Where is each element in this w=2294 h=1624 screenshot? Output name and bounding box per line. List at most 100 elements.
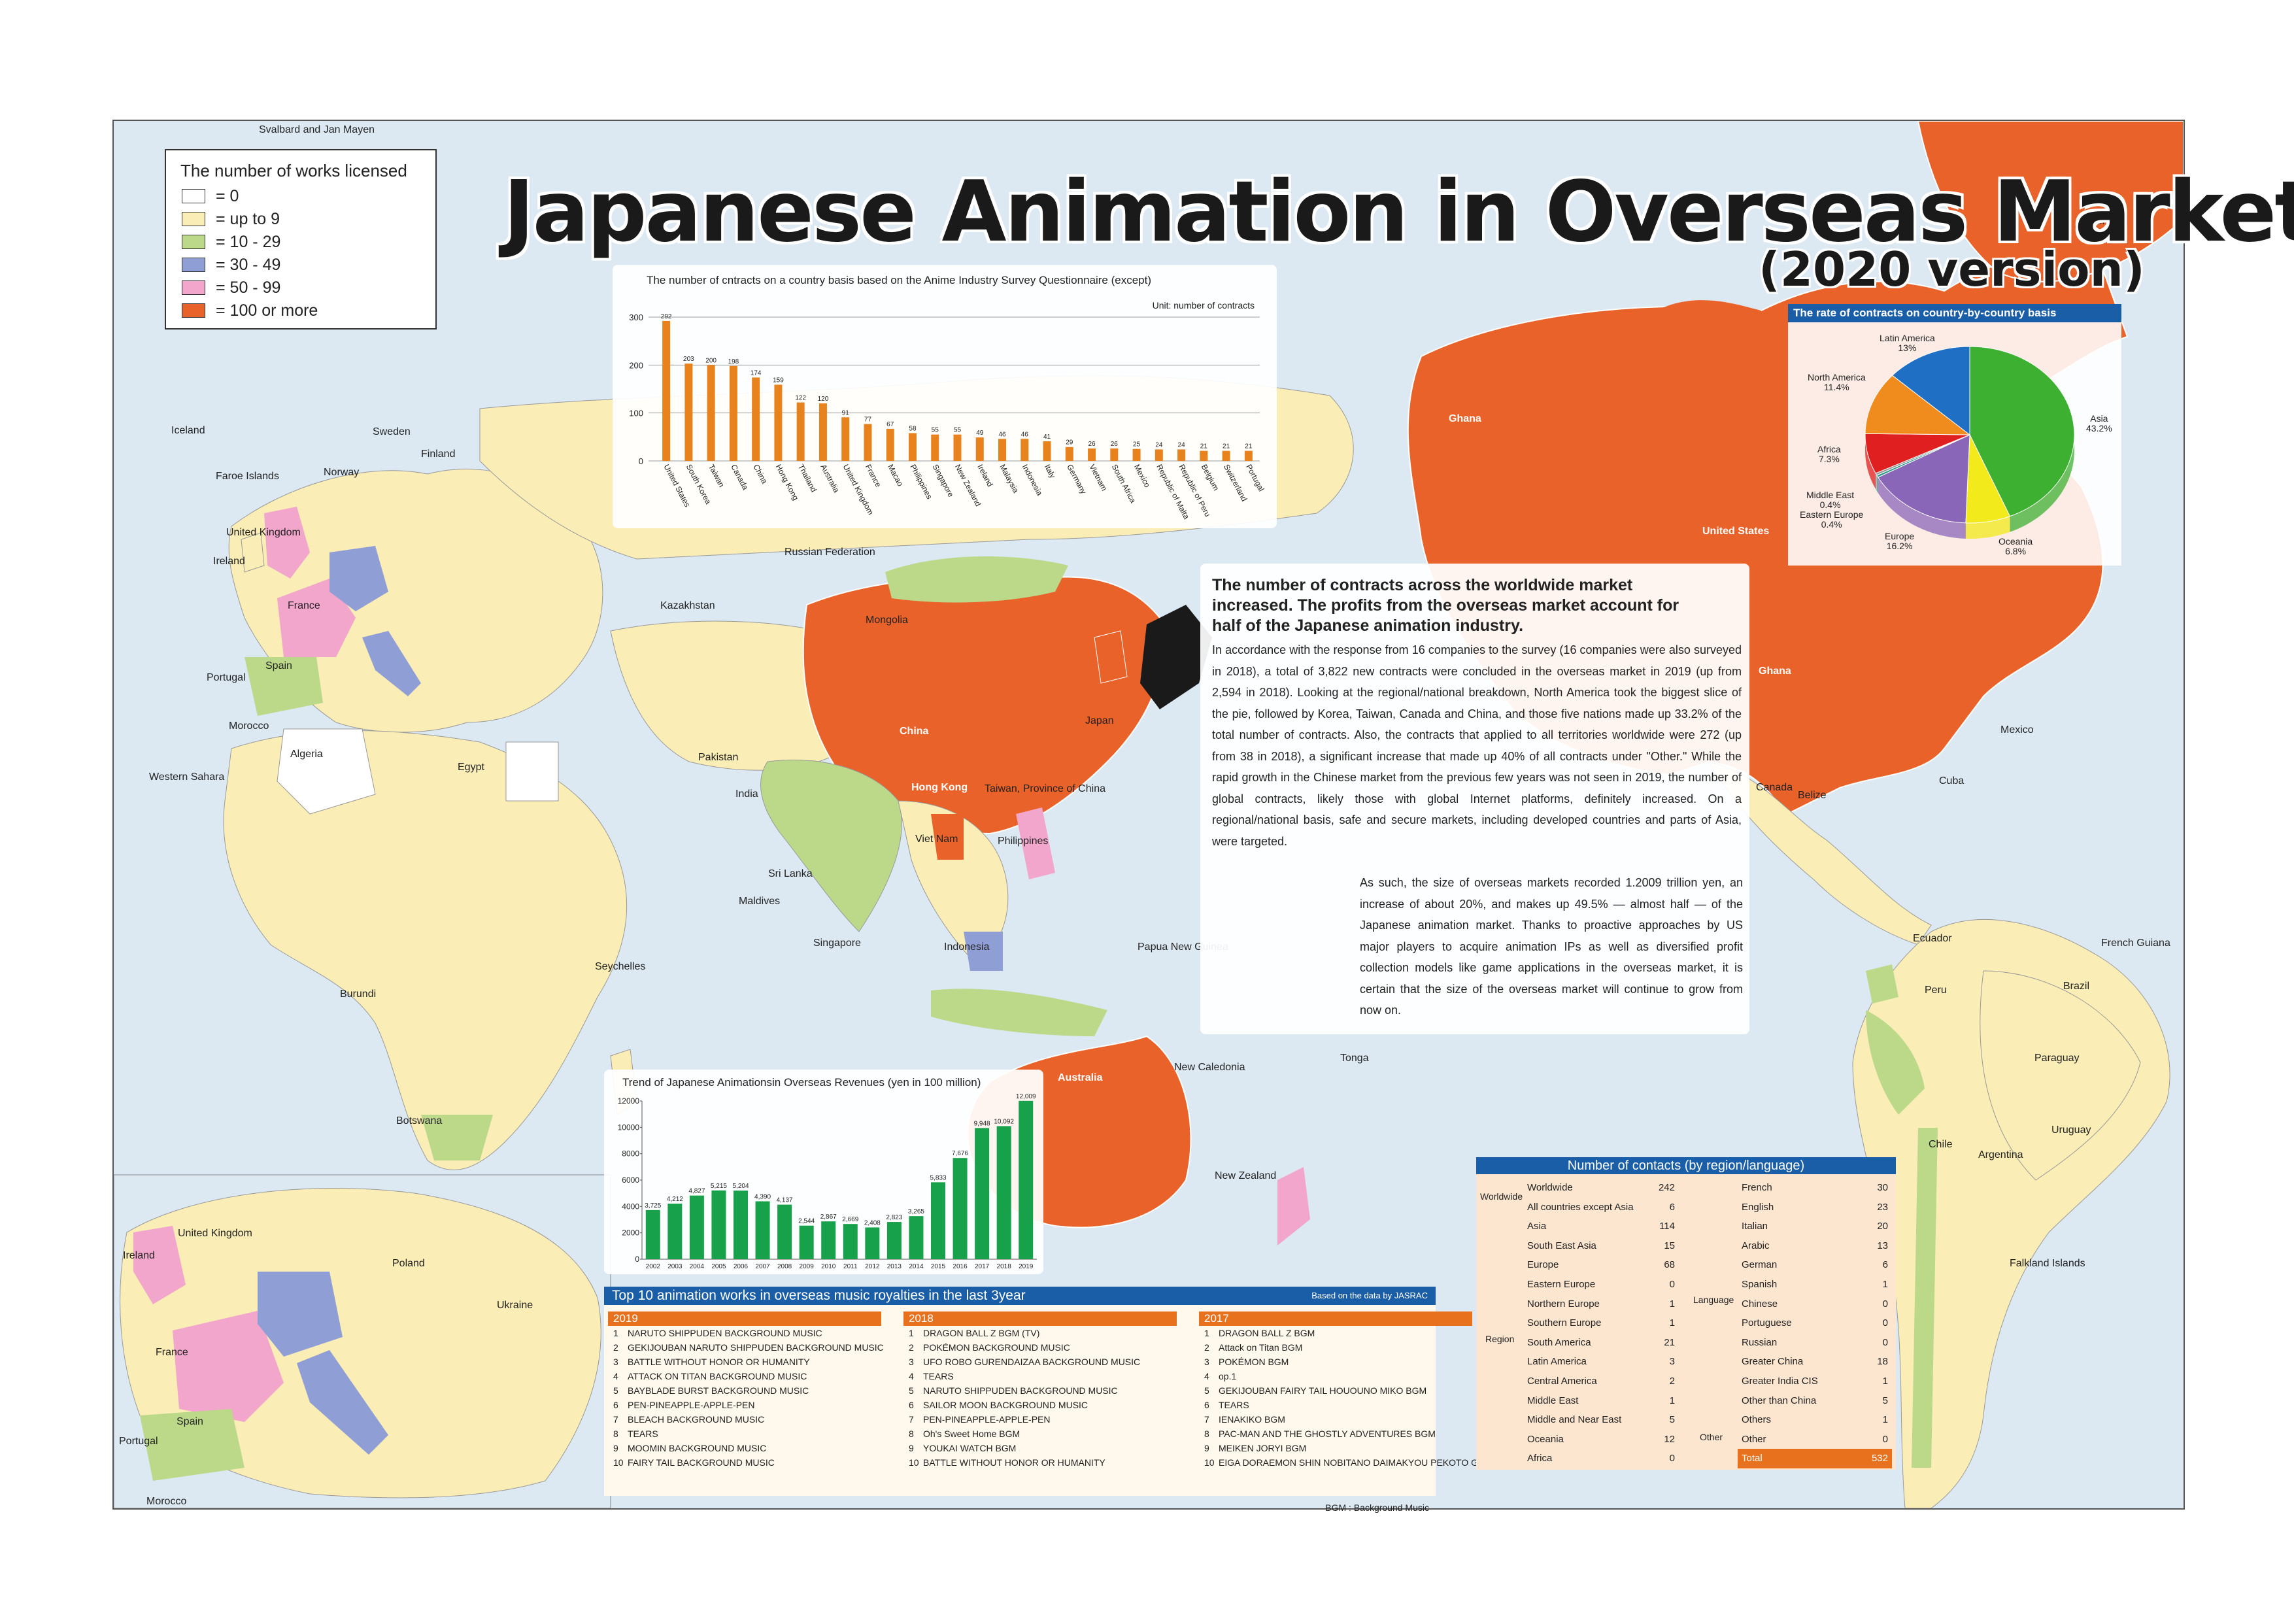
rev-year-label: 2003 bbox=[667, 1263, 683, 1270]
bar-value-label: 21 bbox=[1223, 443, 1230, 450]
bar-value-label: 198 bbox=[728, 358, 739, 365]
label-sri-lanka: Sri Lanka bbox=[768, 868, 813, 879]
bar-value-label: 58 bbox=[909, 425, 917, 432]
label-canada: United States bbox=[1702, 526, 1770, 537]
contacts-row: Middle and Near East 5 bbox=[1527, 1414, 1675, 1426]
label-argentina: Argentina bbox=[1978, 1149, 2023, 1160]
label-kazakhstan: Kazakhstan bbox=[660, 600, 715, 611]
rev-year-label: 2018 bbox=[997, 1263, 1012, 1270]
label-ecuador: Ecuador bbox=[1913, 933, 1952, 944]
bar-mark bbox=[998, 439, 1007, 461]
bar-value-label: 24 bbox=[1155, 441, 1163, 448]
top10-item: 2 GEKIJOUBAN NARUTO SHIPPUDEN BACKGROUND … bbox=[613, 1342, 884, 1353]
bar-mark bbox=[864, 424, 872, 461]
pie-slice bbox=[1864, 375, 1971, 435]
bar-mark bbox=[1088, 448, 1096, 461]
label-inset-ireland: Ireland bbox=[123, 1250, 155, 1261]
bar-value-label: 67 bbox=[886, 421, 894, 428]
label-greenland: Greenland bbox=[2079, 216, 2128, 227]
bar-category-label: Ireland bbox=[975, 463, 995, 488]
rev-year-label: 2008 bbox=[777, 1263, 792, 1270]
bar-value-label: 292 bbox=[661, 313, 672, 320]
label-new-zealand: New Zealand bbox=[1215, 1170, 1277, 1181]
bar-value-label: 203 bbox=[683, 356, 694, 363]
label-united-states: Ghana bbox=[1759, 666, 1791, 677]
bar-category-label: Canada bbox=[729, 463, 750, 492]
label-falkland: Falkland Islands bbox=[2010, 1258, 2085, 1269]
revenue-chart-plot: 0 2000 4000 6000 8000 10000 12000 3,725 2002 4,21… bbox=[618, 1093, 1037, 1270]
rev-bar bbox=[865, 1227, 880, 1259]
contacts-row: Southern Europe 1 bbox=[1527, 1317, 1675, 1329]
top10-item: 7 BLEACH BACKGROUND MUSIC bbox=[613, 1414, 765, 1425]
bar-value-label: 120 bbox=[818, 396, 829, 403]
contacts-row: Northern Europe 1 bbox=[1527, 1298, 1675, 1310]
bar-category-label: Germany bbox=[1065, 463, 1088, 496]
rev-bar bbox=[931, 1182, 945, 1259]
rev-value-label: 2,867 bbox=[820, 1213, 837, 1221]
bar-value-label: 41 bbox=[1043, 433, 1051, 441]
contacts-row: Other than China 5 bbox=[1742, 1395, 1888, 1406]
bar-value-label: 25 bbox=[1133, 441, 1141, 448]
top10-item: 2 Attack on Titan BGM bbox=[1204, 1342, 1303, 1353]
label-bermuda: Mexico bbox=[2000, 724, 2034, 736]
pie-slice-side bbox=[1965, 516, 2010, 539]
top10-item: 10 BATTLE WITHOUT HONOR OR HUMANITY bbox=[909, 1457, 1105, 1468]
top10-item: 6 SAILOR MOON BACKGROUND MUSIC bbox=[909, 1400, 1088, 1410]
contacts-row: German 6 bbox=[1742, 1259, 1888, 1271]
bar-category-label: Vietnam bbox=[1087, 463, 1109, 492]
bar-mark bbox=[975, 437, 984, 461]
se-asia-shape bbox=[898, 800, 1009, 965]
label-south-africa: Botswana bbox=[396, 1115, 443, 1126]
bar-mark bbox=[1110, 448, 1119, 461]
top10-title: Top 10 animation works in overseas music… bbox=[604, 1287, 1436, 1305]
inset-spain bbox=[140, 1409, 245, 1481]
bar-category-label: Mexico bbox=[1132, 463, 1152, 489]
label-peru: Peru bbox=[1925, 985, 1947, 996]
contacts-title: Number of contacts (by region/language) bbox=[1476, 1157, 1896, 1174]
top10-item: 4 op.1 bbox=[1204, 1371, 1237, 1381]
label-new-caledonia: New Caledonia bbox=[1174, 1062, 1245, 1073]
contacts-row: Chinese 0 bbox=[1742, 1298, 1888, 1310]
top10-item: 9 YOUKAI WATCH BGM bbox=[909, 1443, 1017, 1453]
legend-item: = 30 - 49 bbox=[182, 256, 280, 274]
top10-item: 10 FAIRY TAIL BACKGROUND MUSIC bbox=[613, 1457, 775, 1468]
africa-shape bbox=[223, 730, 628, 1170]
label-indonesia: Indonesia bbox=[944, 941, 990, 953]
pie-label-europe: Europe 16.2% bbox=[1885, 531, 1915, 551]
bar-mark bbox=[796, 402, 805, 461]
bar-value-label: 29 bbox=[1066, 439, 1073, 447]
bar-mark bbox=[931, 434, 939, 461]
rev-bar bbox=[777, 1204, 792, 1259]
bar-category-label: Malaysia bbox=[998, 463, 1020, 495]
contacts-row: Latin America 3 bbox=[1527, 1356, 1675, 1368]
label-mongolia: Mongolia bbox=[866, 615, 908, 626]
rev-ytick-label: 10000 bbox=[618, 1123, 640, 1132]
label-inset-spain: Spain bbox=[177, 1416, 203, 1427]
bar-chart-title: The number of cntracts on a country basi… bbox=[647, 274, 1152, 286]
label-egypt: Egypt bbox=[458, 762, 484, 773]
rev-year-label: 2006 bbox=[734, 1263, 749, 1270]
inset-italy bbox=[297, 1350, 388, 1455]
rev-value-label: 4,390 bbox=[754, 1193, 771, 1200]
top10-item: 4 ATTACK ON TITAN BACKGROUND MUSIC bbox=[613, 1371, 807, 1381]
bar-category-label: China bbox=[752, 463, 769, 486]
south-africa-shape bbox=[421, 1115, 493, 1160]
korea-shape bbox=[1094, 630, 1128, 684]
rev-bar bbox=[1019, 1100, 1034, 1259]
label-brazil: Brazil bbox=[2063, 981, 2090, 992]
rev-year-label: 2007 bbox=[755, 1263, 770, 1270]
pie-slice-side bbox=[1878, 477, 1966, 539]
italy-shape bbox=[362, 631, 421, 696]
bar-category-label: Italy bbox=[1043, 463, 1058, 480]
japan-shape bbox=[1140, 605, 1212, 709]
group-other-label: Other bbox=[1700, 1432, 1723, 1442]
contacts-row: Spanish 1 bbox=[1742, 1279, 1888, 1290]
contacts-row: Other 0 bbox=[1742, 1433, 1888, 1445]
bar-mark bbox=[1244, 450, 1253, 461]
map-legend: The number of works licensed = 0 = up to… bbox=[165, 149, 437, 330]
pie-slice bbox=[1891, 346, 1970, 436]
france-shape bbox=[277, 579, 356, 657]
page-title: Japanese Animation in Overseas Markets bbox=[503, 163, 2294, 261]
label-sweden: Sweden bbox=[373, 426, 411, 437]
label-taiwan: Taiwan, Province of China bbox=[985, 783, 1105, 794]
